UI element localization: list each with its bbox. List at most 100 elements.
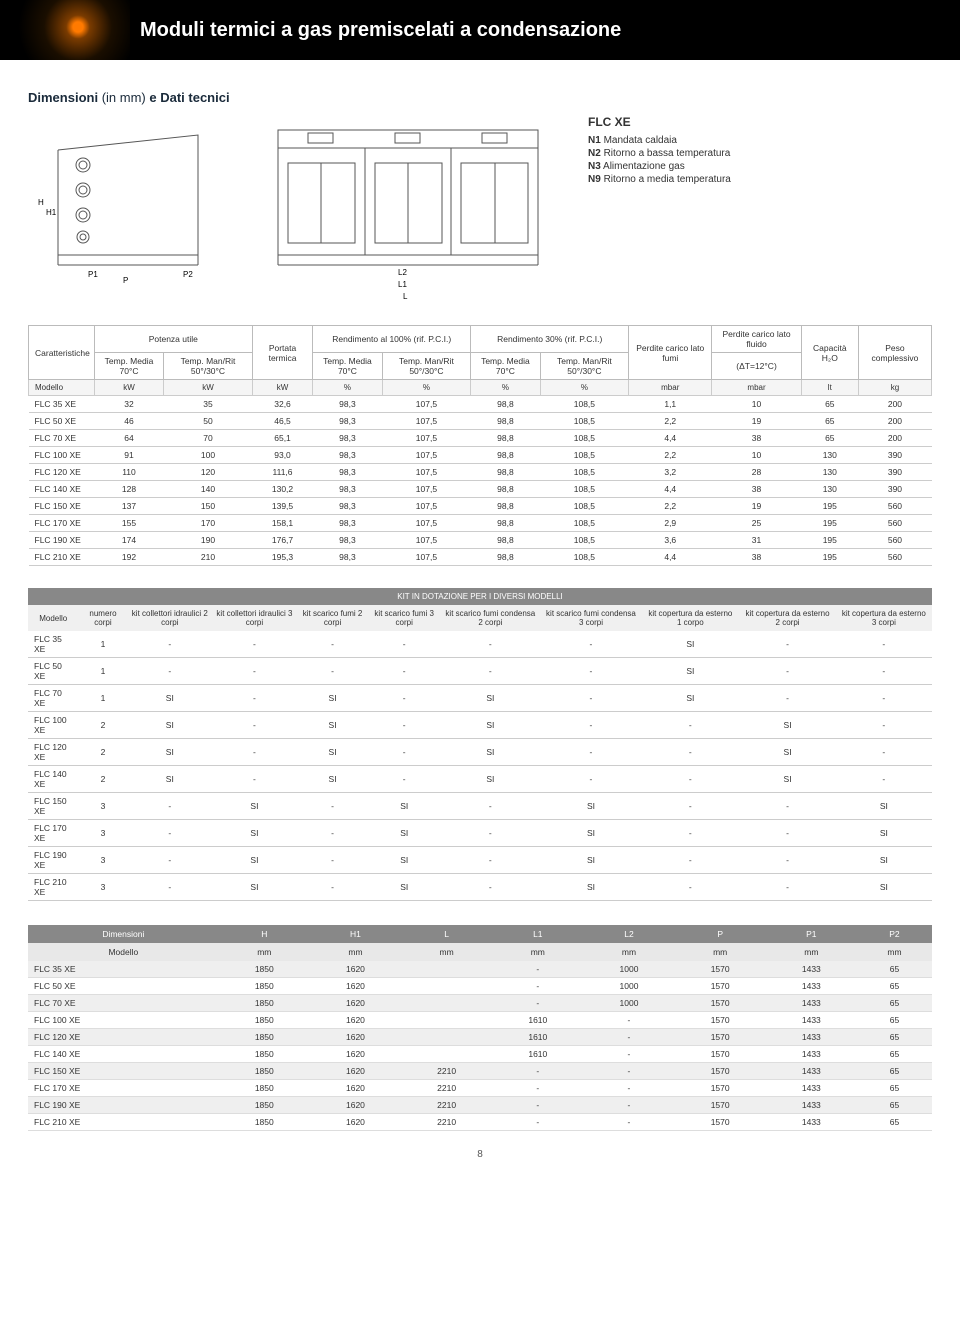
legend-item: N3 Alimentazione gas	[588, 161, 731, 172]
table-row: FLC 190 XE3-SI-SI-SI--SI	[28, 847, 932, 874]
th-kit: kit copertura da esterno 3 corpi	[836, 605, 932, 631]
th-perdite-fluido: Perdite carico lato fluido	[712, 326, 801, 353]
th-kit: kit copertura da esterno 1 corpo	[641, 605, 739, 631]
th-dim: P1	[766, 925, 857, 943]
legend-item: N2 Ritorno a bassa temperatura	[588, 148, 731, 159]
th-dim: Dimensioni	[28, 925, 219, 943]
label-H1: H1	[46, 208, 57, 217]
legend-item: N9 Ritorno a media temperatura	[588, 174, 731, 185]
th-dim: L1	[492, 925, 583, 943]
th-rend100: Rendimento al 100% (rif. P.C.I.)	[313, 326, 471, 353]
th-manrit-b: Temp. Man/Rit 50°/30°C	[382, 353, 471, 380]
th-potenza: Potenza utile	[94, 326, 252, 353]
th-rend30: Rendimento 30% (rif. P.C.I.)	[471, 326, 629, 353]
th-capacita: Capacità H₂O	[801, 326, 858, 380]
label-L2: L2	[398, 268, 407, 277]
th-manrit-a: Temp. Man/Rit 50°/30°C	[164, 353, 253, 380]
title-part2: (in mm)	[102, 90, 146, 105]
legend-item: N1 Mandata caldaia	[588, 135, 731, 146]
table-row: FLC 140 XE128140130,298,3107,598,8108,54…	[29, 481, 932, 498]
th-caratt: Caratteristiche	[29, 326, 95, 380]
table-row: FLC 170 XE3-SI-SI-SI--SI	[28, 820, 932, 847]
th-media70-a: Temp. Media 70°C	[94, 353, 163, 380]
label-L1: L1	[398, 280, 407, 289]
th-portata: Portata termica	[252, 326, 313, 380]
th-kit: kit scarico fumi condensa 3 corpi	[541, 605, 642, 631]
table-row: FLC 50 XE18501620-10001570143365	[28, 978, 932, 995]
table-row: FLC 120 XE110120111,698,3107,598,8108,53…	[29, 464, 932, 481]
diagram-legend: FLC XE N1 Mandata caldaia N2 Ritorno a ba…	[588, 115, 731, 187]
th-dim-unit: mm	[219, 943, 310, 961]
table-row: FLC 210 XE192210195,398,3107,598,8108,54…	[29, 549, 932, 566]
th-dim: P2	[857, 925, 932, 943]
table-row: FLC 140 XE2SI-SI-SI--SI-	[28, 766, 932, 793]
table-row: FLC 70 XE18501620-10001570143365	[28, 995, 932, 1012]
th-kit: kit collettori idraulici 2 corpi	[128, 605, 213, 631]
table-row: FLC 35 XE1------SI--	[28, 631, 932, 658]
table-row: FLC 35 XE18501620-10001570143365	[28, 961, 932, 978]
th-kit: kit collettori idraulici 3 corpi	[212, 605, 297, 631]
th-manrit-c: Temp. Man/Rit 50°/30°C	[540, 353, 629, 380]
table-dimensioni: DimensioniHH1LL1L2PP1P2 Modellommmmmmmmm…	[28, 925, 932, 1131]
th-kit: kit scarico fumi 3 corpi	[368, 605, 440, 631]
th-media70-c: Temp. Media 70°C	[471, 353, 540, 380]
th-dim-unit: mm	[583, 943, 674, 961]
th-perdite-fumi: Perdite carico lato fumi	[629, 326, 712, 380]
th-kit: numero corpi	[78, 605, 127, 631]
diagram-side: H H1 P1 P2 P	[28, 115, 228, 285]
label-L: L	[403, 292, 408, 301]
th-kit: kit scarico fumi condensa 2 corpi	[440, 605, 541, 631]
table-caratteristiche: Caratteristiche Potenza utile Portata te…	[28, 325, 932, 566]
table-row: FLC 35 XE323532,698,3107,598,8108,51,110…	[29, 396, 932, 413]
table-row: FLC 210 XE185016202210--1570143365	[28, 1114, 932, 1131]
page-header: Moduli termici a gas premiscelati a cond…	[0, 0, 960, 60]
table-row: FLC 150 XE137150139,598,3107,598,8108,52…	[29, 498, 932, 515]
title-part3: e Dati tecnici	[149, 90, 229, 105]
label-P1: P1	[88, 270, 98, 279]
table-row: FLC 170 XE155170158,198,3107,598,8108,52…	[29, 515, 932, 532]
table-row: FLC 50 XE1------SI--	[28, 658, 932, 685]
th-dt: (ΔT=12°C)	[712, 353, 801, 380]
th-dim-unit: mm	[675, 943, 766, 961]
table-row: FLC 140 XE185016201610-1570143365	[28, 1046, 932, 1063]
diagram-row: H H1 P1 P2 P	[28, 115, 932, 305]
table-row: FLC 170 XE185016202210--1570143365	[28, 1080, 932, 1097]
th-dim-unit: mm	[401, 943, 492, 961]
label-P2: P2	[183, 270, 193, 279]
table-row: FLC 100 XE9110093,098,3107,598,8108,52,2…	[29, 447, 932, 464]
table-row: FLC 190 XE174190176,798,3107,598,8108,53…	[29, 532, 932, 549]
th-dim-unit: mm	[857, 943, 932, 961]
label-P: P	[123, 276, 128, 285]
th-dim-unit: mm	[766, 943, 857, 961]
th-peso: Peso complessivo	[858, 326, 931, 380]
table-row: FLC 100 XE2SI-SI-SI--SI-	[28, 712, 932, 739]
table-row: FLC 70 XE647065,198,3107,598,8108,54,438…	[29, 430, 932, 447]
table-row: FLC 120 XE2SI-SI-SI--SI-	[28, 739, 932, 766]
section-dimensioni-title: Dimensioni (in mm) e Dati tecnici	[28, 90, 932, 105]
table-row: FLC 50 XE465046,598,3107,598,8108,52,219…	[29, 413, 932, 430]
th-kit: Modello	[28, 605, 78, 631]
th-dim: H1	[310, 925, 401, 943]
legend-title: FLC XE	[588, 115, 731, 129]
th-kit-title: KIT IN DOTAZIONE PER I DIVERSI MODELLI	[28, 588, 932, 605]
table-row: FLC 150 XE3-SI-SI-SI--SI	[28, 793, 932, 820]
th-dim-unit: Modello	[28, 943, 219, 961]
th-dim: H	[219, 925, 310, 943]
th-dim: L2	[583, 925, 674, 943]
table-row: FLC 210 XE3-SI-SI-SI--SI	[28, 874, 932, 901]
th-dim: L	[401, 925, 492, 943]
th-kit: kit copertura da esterno 2 corpi	[739, 605, 835, 631]
th-dim-unit: mm	[310, 943, 401, 961]
th-media70-b: Temp. Media 70°C	[313, 353, 382, 380]
table-row: FLC 120 XE185016201610-1570143365	[28, 1029, 932, 1046]
header-graphic	[0, 0, 130, 60]
th-dim: P	[675, 925, 766, 943]
table-row: FLC 70 XE1SI-SI-SI-SI--	[28, 685, 932, 712]
diagram-front: L2 L1 L	[258, 115, 558, 305]
table-row: FLC 100 XE185016201610-1570143365	[28, 1012, 932, 1029]
th-dim-unit: mm	[492, 943, 583, 961]
table-kit: KIT IN DOTAZIONE PER I DIVERSI MODELLI M…	[28, 588, 932, 901]
page-number: 8	[28, 1149, 932, 1160]
table-row: FLC 190 XE185016202210--1570143365	[28, 1097, 932, 1114]
table-row: FLC 150 XE185016202210--1570143365	[28, 1063, 932, 1080]
